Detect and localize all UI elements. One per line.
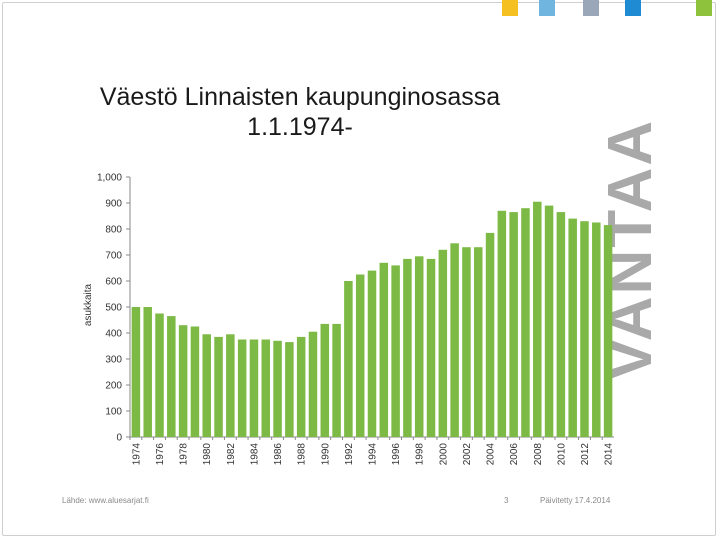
- slide-title: Väestö Linnaisten kaupunginosassa 1.1.19…: [80, 82, 520, 142]
- y-tick-label: 700: [105, 251, 122, 262]
- x-tick-label: 1998: [415, 443, 426, 466]
- x-tick-label: 2014: [604, 443, 615, 466]
- footer-updated: Päivitetty 17.4.2014: [540, 496, 611, 505]
- bar-1991: [332, 323, 341, 437]
- x-tick-label: 2000: [438, 443, 449, 466]
- y-tick-label: 0: [116, 433, 122, 444]
- title-line-2: 1.1.1974-: [247, 113, 353, 141]
- x-tick-label: 1978: [179, 443, 190, 466]
- bar-2006: [509, 212, 518, 437]
- x-tick-label: 1982: [226, 443, 237, 466]
- bar-2010: [556, 212, 566, 437]
- bar-2013: [592, 222, 601, 437]
- bar-2008: [533, 201, 542, 437]
- color-square-5: [696, 0, 712, 16]
- bar-1984: [249, 339, 259, 437]
- bar-2012: [580, 221, 589, 437]
- bar-2007: [521, 208, 530, 437]
- bar-2000: [438, 249, 448, 437]
- x-tick-label: 1994: [368, 443, 379, 466]
- bar-1982: [226, 334, 235, 437]
- y-axis-label: asukkaita: [83, 283, 94, 326]
- chart-bars: [131, 201, 613, 437]
- x-tick-labels: 1974 1976 1978 1980 1982 1984 1986 1988 1990 1992…: [131, 443, 614, 466]
- x-tick-label: 2006: [509, 443, 520, 466]
- bar-2003: [473, 247, 483, 437]
- x-tick-label: 1980: [202, 443, 213, 466]
- bar-1995: [379, 262, 389, 437]
- bar-1989: [308, 331, 318, 437]
- bar-2005: [497, 210, 507, 437]
- bar-2009: [544, 205, 554, 437]
- bar-1981: [214, 336, 223, 437]
- footer-page-number: 3: [504, 496, 509, 505]
- y-tick-label: 400: [105, 329, 122, 340]
- bar-1996: [391, 265, 400, 437]
- y-tick-label: 300: [105, 355, 122, 366]
- bar-1974: [131, 307, 141, 437]
- bar-1983: [237, 339, 247, 437]
- bar-1999: [426, 258, 436, 437]
- bar-1985: [261, 339, 271, 437]
- x-tick-label: 1996: [391, 443, 402, 466]
- bar-1992: [344, 281, 353, 437]
- y-tick-label: 1,000: [97, 173, 122, 184]
- y-tick-label: 800: [105, 225, 122, 236]
- y-tick-label: 200: [105, 381, 122, 392]
- bar-2014: [603, 225, 613, 437]
- color-square-4: [625, 0, 641, 16]
- bar-2004: [485, 232, 495, 437]
- x-tick-label: 1974: [131, 443, 142, 466]
- x-tick-label: 1992: [344, 443, 355, 466]
- x-tick-label: 1976: [155, 443, 166, 466]
- bar-1994: [367, 270, 377, 437]
- color-square-1: [502, 0, 518, 16]
- y-tick-labels: 0 100 200 300 400 500 600 700 800 900 1,000: [97, 173, 122, 444]
- bar-1986: [273, 340, 282, 437]
- bar-2001: [450, 243, 459, 437]
- x-tick-label: 1988: [297, 443, 308, 466]
- x-tick-label: 1986: [273, 443, 284, 466]
- bar-1976: [155, 313, 164, 437]
- bar-1979: [190, 326, 200, 437]
- y-tick-label: 500: [105, 303, 122, 314]
- bar-1975: [143, 307, 152, 437]
- bar-1993: [355, 274, 365, 437]
- bar-1997: [403, 258, 412, 437]
- bar-1987: [285, 342, 294, 437]
- title-line-1: Väestö Linnaisten kaupunginosassa: [99, 83, 501, 111]
- x-tick-label: 2012: [580, 443, 591, 466]
- footer-source: Lähde: www.aluesarjat.fi: [62, 496, 149, 505]
- bar-2002: [462, 247, 471, 437]
- bar-1988: [296, 336, 306, 437]
- bar-1990: [320, 323, 330, 437]
- x-tick-label: 1990: [320, 443, 331, 466]
- bar-1980: [202, 334, 211, 437]
- bar-1998: [414, 256, 424, 437]
- color-square-2: [539, 0, 555, 16]
- bar-2011: [568, 218, 577, 437]
- x-tick-label: 2008: [533, 443, 544, 466]
- y-tick-label: 900: [105, 199, 122, 210]
- x-tick-label: 1984: [249, 443, 260, 466]
- x-tick-label: 2004: [486, 443, 497, 466]
- y-tick-label: 600: [105, 277, 122, 288]
- bar-1978: [178, 325, 188, 437]
- x-tick-label: 2002: [462, 443, 473, 466]
- bar-1977: [167, 316, 176, 437]
- y-tick-label: 100: [105, 407, 122, 418]
- color-square-3: [583, 0, 599, 16]
- x-tick-label: 2010: [556, 443, 567, 466]
